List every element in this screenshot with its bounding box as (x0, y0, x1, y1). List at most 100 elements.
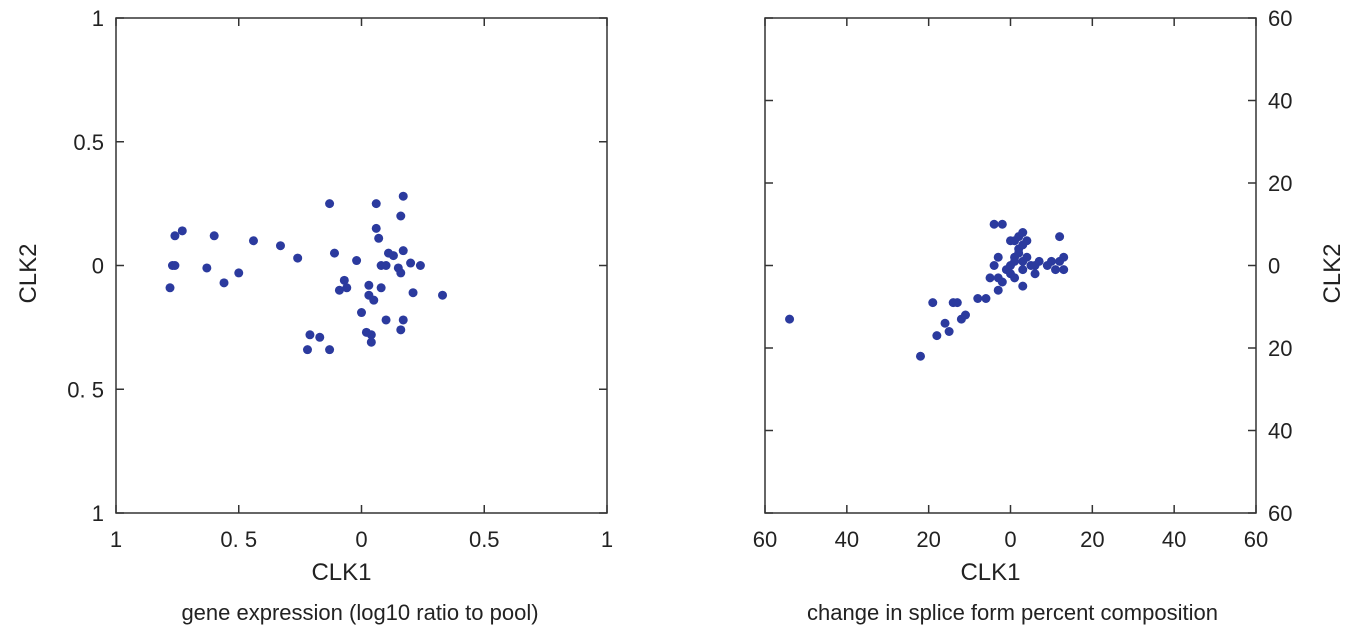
right-data-point (928, 298, 938, 308)
left-y-axis-label: CLK2 (15, 243, 42, 303)
right-x-tick-label: 0 (1004, 527, 1016, 552)
left-data-point (329, 248, 339, 258)
right-data-point (1018, 265, 1028, 275)
left-data-point (364, 280, 374, 290)
right-data-point (1014, 248, 1024, 258)
right-data-point (1059, 265, 1069, 275)
left-y-tick-label: 0. 5 (67, 377, 104, 402)
left-data-point (438, 290, 448, 300)
right-data-point (944, 327, 954, 336)
left-data-point (396, 325, 406, 335)
right-y-axis-label: CLK2 (1319, 243, 1346, 303)
left-data-point (325, 345, 335, 355)
left-chart-caption: gene expression (log10 ratio to pool) (181, 600, 539, 625)
right-data-point (785, 314, 795, 324)
left-data-point (170, 261, 180, 270)
left-data-point (388, 251, 398, 261)
left-data-point (396, 211, 406, 221)
right-data-point (915, 351, 925, 361)
left-y-tick-label: 0.5 (73, 130, 104, 155)
left-y-tick-label: 0 (92, 254, 104, 279)
right-y-tick-label: 60 (1268, 501, 1292, 526)
right-data-point (1034, 256, 1044, 266)
right-data-point (1030, 269, 1040, 279)
left-data-point (293, 253, 303, 263)
right-data-point (997, 277, 1007, 287)
right-data-point (997, 219, 1007, 229)
right-data-point (1051, 265, 1061, 275)
left-data-point (219, 278, 229, 288)
left-data-point (352, 256, 362, 266)
left-data-point (302, 345, 312, 355)
left-x-tick-label: 1 (110, 527, 122, 552)
right-data-point (952, 298, 962, 308)
right-x-tick-label: 20 (1080, 527, 1104, 552)
left-data-point (357, 308, 366, 318)
right-data-point (960, 310, 970, 320)
left-y-tick-label: 1 (92, 501, 104, 526)
right-data-point (1022, 236, 1032, 246)
left-data-point (315, 332, 325, 342)
left-data-point (398, 315, 408, 325)
left-data-point (408, 288, 418, 298)
right-data-point (993, 252, 1003, 262)
left-data-point (366, 330, 376, 340)
right-x-tick-label: 60 (1244, 527, 1268, 552)
left-data-point (415, 261, 425, 270)
left-data-point (371, 223, 381, 233)
left-data-point (202, 263, 212, 273)
left-data-point (398, 246, 408, 256)
left-data-point (371, 199, 381, 209)
left-data-point (369, 295, 379, 305)
left-data-point (406, 258, 416, 268)
left-y-tick-label: 1 (92, 6, 104, 31)
right-chart-caption: change in splice form percent compositio… (807, 600, 1218, 625)
right-data-point (1046, 256, 1056, 266)
left-x-tick-label: 0 (355, 527, 367, 552)
right-y-tick-label: 20 (1268, 171, 1292, 196)
left-data-point (381, 261, 391, 270)
right-data-point (1018, 281, 1028, 291)
right-data-point (1010, 273, 1020, 283)
right-data-point (1055, 232, 1065, 242)
left-data-point (248, 236, 258, 246)
right-data-point (1018, 228, 1028, 237)
right-data-point (981, 294, 991, 303)
left-data-point (381, 315, 391, 325)
left-data-point (366, 337, 376, 347)
left-x-axis-label: CLK1 (311, 559, 371, 586)
left-x-tick-label: 1 (601, 527, 613, 552)
left-data-point (376, 283, 386, 293)
left-x-tick-label: 0.5 (469, 527, 500, 552)
left-data-point (165, 283, 175, 293)
left-data-point (374, 233, 384, 243)
left-data-point (170, 231, 180, 241)
left-data-point (339, 275, 349, 285)
right-data-point (940, 318, 950, 328)
left-data-point (177, 226, 187, 236)
right-y-tick-label: 40 (1268, 419, 1292, 444)
right-x-tick-label: 40 (835, 527, 859, 552)
right-data-point (1022, 252, 1032, 262)
right-x-tick-label: 60 (753, 527, 777, 552)
left-data-point (396, 268, 406, 278)
left-x-tick-label: 0. 5 (220, 527, 257, 552)
right-data-point (985, 273, 995, 283)
left-data-point (334, 285, 344, 295)
left-data-point (234, 268, 244, 278)
right-y-tick-label: 40 (1268, 89, 1292, 114)
left-data-point (398, 191, 408, 201)
left-data-point (325, 199, 335, 209)
left-data-point (342, 283, 352, 293)
right-y-tick-label: 60 (1268, 6, 1292, 31)
right-data-point (973, 294, 983, 303)
right-x-tick-label: 40 (1162, 527, 1186, 552)
right-data-point (993, 285, 1003, 295)
right-data-point (989, 219, 999, 229)
left-data-point (209, 231, 219, 241)
right-x-axis-label: CLK1 (960, 559, 1020, 586)
right-y-tick-label: 20 (1268, 336, 1292, 361)
right-y-tick-label: 0 (1268, 254, 1280, 279)
right-data-point (932, 331, 942, 341)
